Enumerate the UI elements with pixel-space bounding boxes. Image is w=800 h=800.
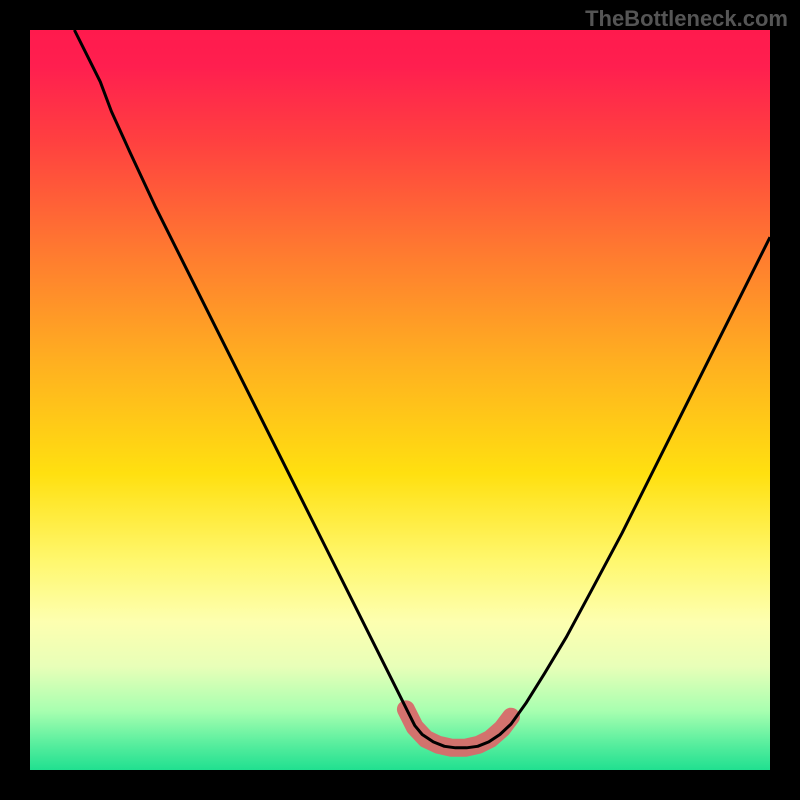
chart-background	[30, 30, 770, 770]
bottleneck-chart	[0, 0, 800, 800]
watermark-text: TheBottleneck.com	[585, 6, 788, 32]
chart-container: TheBottleneck.com	[0, 0, 800, 800]
